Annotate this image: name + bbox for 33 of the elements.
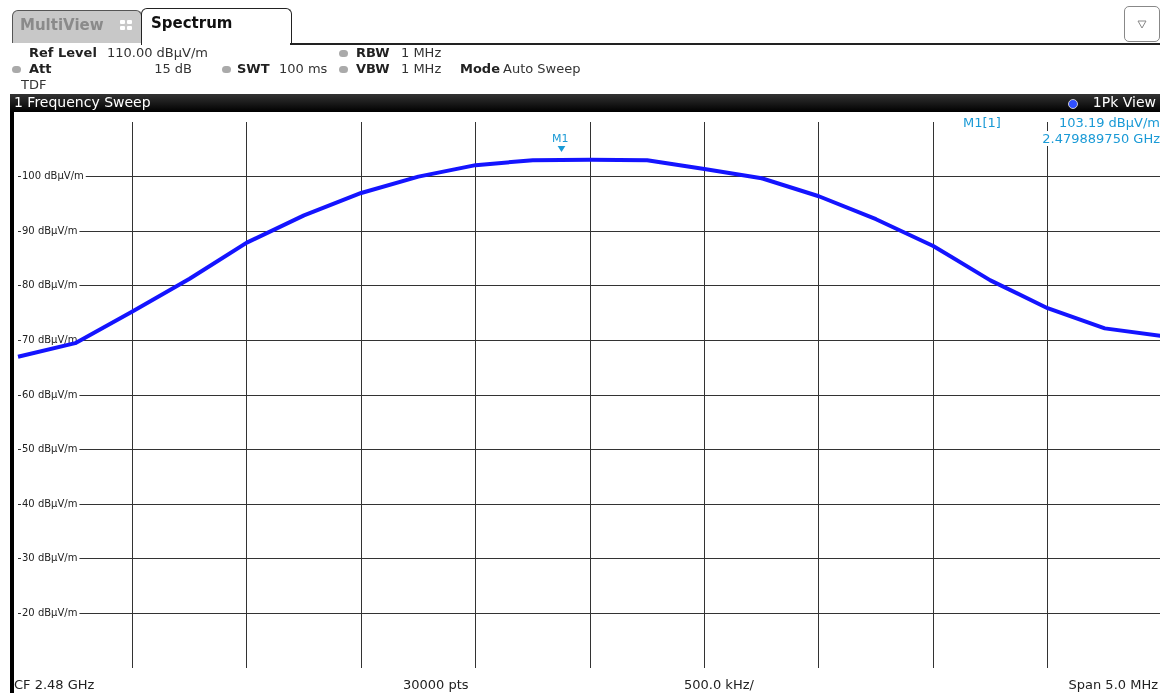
text: 1 MHz — [401, 61, 442, 76]
y-tick-label: 30 dBµV/m — [22, 552, 78, 564]
y-tick-label: 100 dBµV/m — [22, 170, 84, 182]
text: 15 dB — [154, 61, 192, 76]
y-tick-label: 70 dBµV/m — [22, 333, 78, 345]
y-tick-label: 60 dBµV/m — [22, 388, 78, 400]
annotation: M1[1] — [963, 115, 1001, 130]
y-tick-label: 20 dBµV/m — [22, 606, 78, 618]
text: RBW — [356, 45, 390, 60]
text: Mode — [460, 61, 500, 76]
text: 1 MHz — [401, 45, 442, 60]
text: TDF — [21, 77, 47, 92]
annotation: 2.479889750 GHz — [1042, 131, 1160, 146]
text: Att — [29, 61, 52, 76]
text: 1Pk View — [1092, 94, 1156, 110]
text: 500.0 kHz/ — [684, 677, 754, 692]
text: CF 2.48 GHz — [14, 677, 95, 692]
y-tick-label: 50 dBµV/m — [22, 443, 78, 455]
text: Auto Sweep — [503, 61, 581, 76]
text: Span 5.0 MHz — [1068, 677, 1158, 692]
y-tick-label: 40 dBµV/m — [22, 497, 78, 509]
chart-title: 1 Frequency Sweep — [14, 94, 151, 110]
text: 110.00 dBµV/m — [107, 45, 208, 60]
text: Ref Level — [29, 45, 97, 60]
text: SWT — [237, 61, 270, 76]
annotation: 103.19 dBµV/m — [1059, 115, 1160, 130]
text: VBW — [356, 61, 390, 76]
annotation: M1 — [552, 131, 569, 146]
text: 30000 pts — [403, 677, 469, 692]
y-tick-label: 90 dBµV/m — [22, 224, 78, 236]
text: 100 ms — [279, 61, 328, 76]
text: Spectrum — [151, 14, 233, 32]
y-tick-label: 80 dBµV/m — [22, 279, 78, 291]
